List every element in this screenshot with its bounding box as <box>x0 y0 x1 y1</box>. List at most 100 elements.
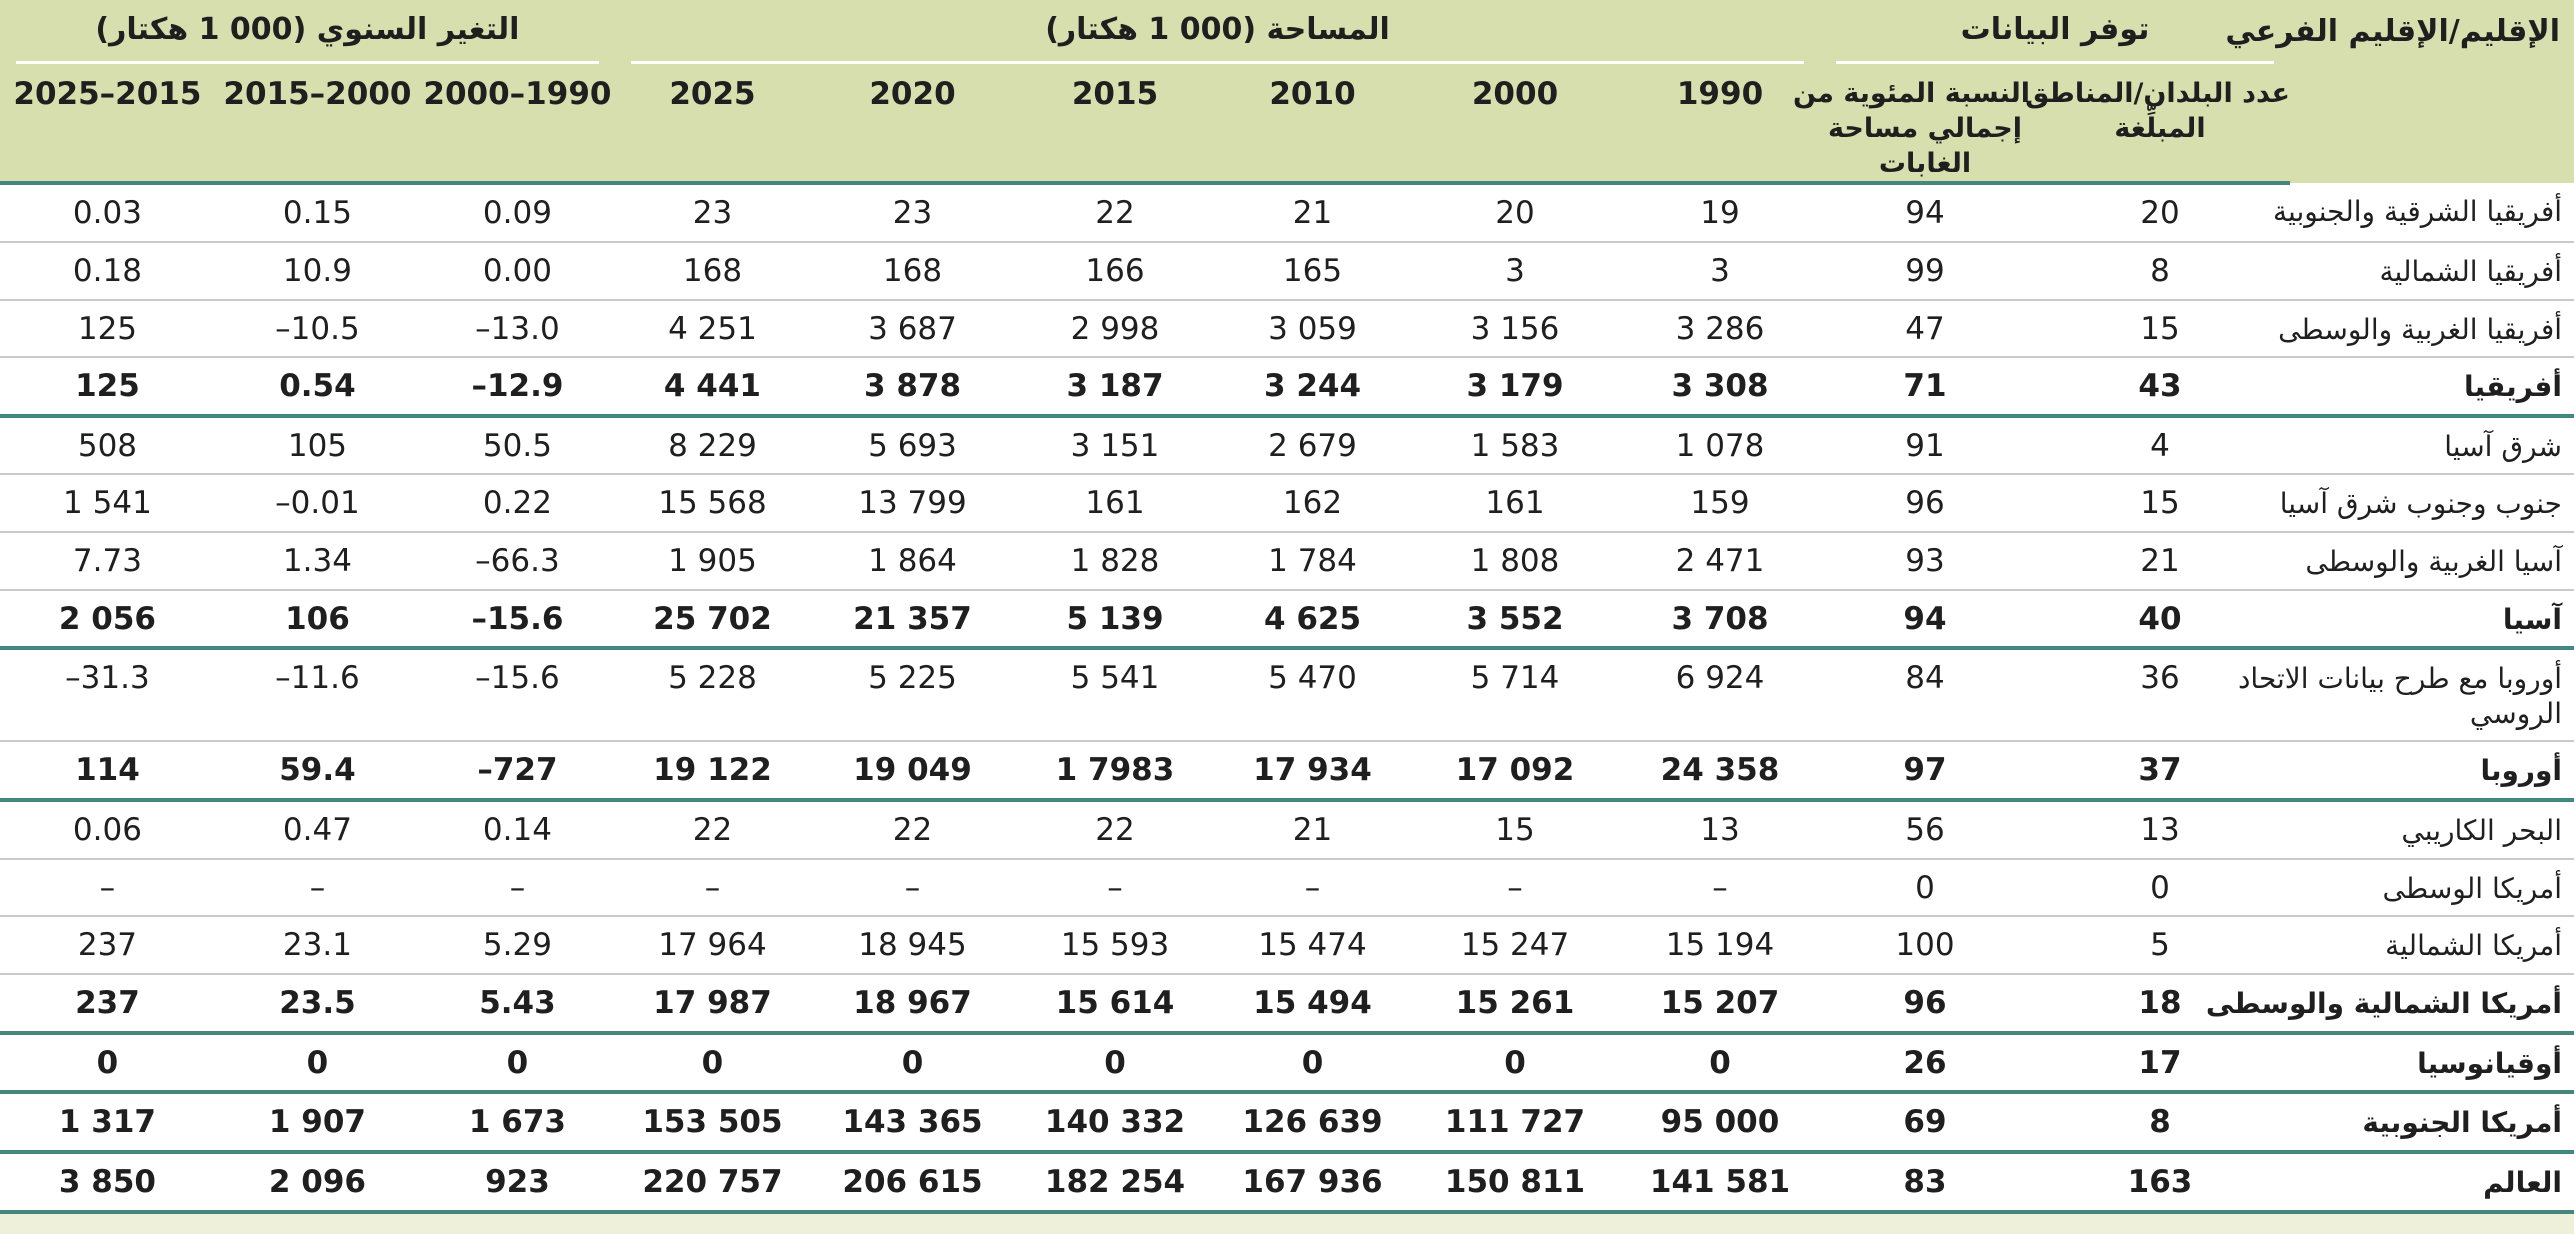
value-cell: 3 286 <box>1620 299 1820 359</box>
value-cell: 0.00 <box>419 241 615 301</box>
value-cell: 17 092 <box>1410 741 1620 803</box>
value-cell: 1 7983 <box>1015 741 1215 803</box>
table-row: جنوب وجنوب شرق آسيا 15 96 159 161 162 161 13 79… <box>0 474 2574 534</box>
value-cell: 1.34 <box>214 532 420 591</box>
value-cell: 3 708 <box>1620 589 1820 651</box>
value-cell: –31.3 <box>0 648 215 743</box>
value-cell: 93 <box>1820 532 2030 591</box>
value-cell: 20 <box>1410 183 1620 243</box>
total-row: آسيا 40 94 3 708 3 552 4 625 5 139 21 357 25 702… <box>0 589 2574 651</box>
value-cell: 125 <box>0 357 215 418</box>
value-cell: 23.1 <box>214 916 420 975</box>
value-cell: –0.01 <box>214 474 420 534</box>
value-cell: 3 179 <box>1410 357 1620 418</box>
value-cell: 2 056 <box>0 589 215 651</box>
value-cell: 18 <box>2030 973 2290 1035</box>
value-cell: – <box>1215 858 1410 918</box>
value-cell: 0.09 <box>419 183 615 243</box>
value-cell: 3 <box>1410 241 1620 301</box>
table-row: أوروبا مع طرح بيانات الاتحاد الروسي 36 84 6… <box>0 648 2574 743</box>
col-header-change-2025-2015: 2025–2015 <box>0 64 215 186</box>
total-row: العالم 163 83 141 581 150 811 167 936 182 254 2… <box>0 1151 2574 1214</box>
value-cell: 37 <box>2030 741 2290 803</box>
region-label: أمريكا الشمالية والوسطى <box>2206 973 2574 1035</box>
value-cell: – <box>1015 858 1215 918</box>
value-cell: 100 <box>1820 916 2030 975</box>
value-cell: 5 <box>2030 916 2290 975</box>
value-cell: 150 811 <box>1410 1151 1620 1214</box>
value-cell: 0.54 <box>214 357 420 418</box>
value-cell: –66.3 <box>419 532 615 591</box>
value-cell: 114 <box>0 741 215 803</box>
value-cell: – <box>614 858 810 918</box>
value-cell: 105 <box>214 415 420 476</box>
value-cell: 1 541 <box>0 474 215 534</box>
value-cell: 0 <box>1410 1032 1620 1095</box>
value-cell: 4 251 <box>614 299 810 359</box>
total-row: أوروبا 37 97 24 358 17 092 17 934 1 7983 19 049… <box>0 741 2574 803</box>
value-cell: 47 <box>1820 299 2030 359</box>
region-label: أفريقيا الشرقية والجنوبية <box>2273 183 2574 243</box>
value-cell: 206 615 <box>810 1151 1015 1214</box>
value-cell: 91 <box>1820 415 2030 476</box>
value-cell: 4 441 <box>614 357 810 418</box>
value-cell: 95 000 <box>1620 1092 1820 1154</box>
region-label: أفريقيا الشمالية <box>2290 241 2574 301</box>
value-cell: 5.43 <box>419 973 615 1035</box>
value-cell: 0.18 <box>0 241 215 301</box>
region-label: أفريقيا <box>2290 357 2574 418</box>
value-cell: 15 261 <box>1410 973 1620 1035</box>
value-cell: 159 <box>1620 474 1820 534</box>
value-cell: 22 <box>810 800 1015 860</box>
value-cell: 23.5 <box>214 973 420 1035</box>
value-cell: 22 <box>1015 800 1215 860</box>
value-cell: 5 225 <box>810 648 1015 743</box>
value-cell: 4 <box>2030 415 2290 476</box>
table-row: أفريقيا الشمالية 8 99 3 3 165 166 168 168 0.00 10.… <box>0 241 2574 301</box>
region-label: جنوب وجنوب شرق آسيا <box>2280 474 2574 534</box>
value-cell: 106 <box>214 589 420 651</box>
region-label: شرق آسيا <box>2290 415 2574 476</box>
value-cell: – <box>214 858 420 918</box>
value-cell: 26 <box>1820 1032 2030 1095</box>
value-cell: 19 <box>1620 183 1820 243</box>
value-cell: 0.47 <box>214 800 420 860</box>
value-cell: 3 850 <box>0 1151 215 1214</box>
region-label: أمريكا الجنوبية <box>2290 1092 2574 1154</box>
value-cell: 13 <box>1620 800 1820 860</box>
value-cell: 0.14 <box>419 800 615 860</box>
col-header-2000: 2000 <box>1410 64 1620 186</box>
value-cell: 1 828 <box>1015 532 1215 591</box>
value-cell: 2 096 <box>214 1151 420 1214</box>
value-cell: 71 <box>1820 357 2030 418</box>
value-cell: 0 <box>419 1032 615 1095</box>
value-cell: 50.5 <box>419 415 615 476</box>
value-cell: 0 <box>1620 1032 1820 1095</box>
value-cell: 69 <box>1820 1092 2030 1154</box>
value-cell: –13.0 <box>419 299 615 359</box>
value-cell: 3 687 <box>810 299 1015 359</box>
value-cell: 94 <box>1820 589 2030 651</box>
group-area: المساحة (⁦1 000⁩ هكتار) <box>615 0 1820 64</box>
value-cell: 13 <box>2030 800 2290 860</box>
group-header-row: الإقليم/الإقليم الفرعي توفر البيانات الم… <box>0 0 2574 64</box>
value-cell: 17 934 <box>1215 741 1410 803</box>
value-cell: 162 <box>1215 474 1410 534</box>
value-cell: 17 964 <box>614 916 810 975</box>
region-label: آسيا الغربية والوسطى <box>2290 532 2574 591</box>
value-cell: –15.6 <box>419 648 615 743</box>
value-cell: 143 365 <box>810 1092 1015 1154</box>
value-cell: 24 358 <box>1620 741 1820 803</box>
value-cell: 0 <box>1015 1032 1215 1095</box>
table-row: آسيا الغربية والوسطى 21 93 2 471 1 808 1 784 1… <box>0 532 2574 591</box>
value-cell: 23 <box>810 183 1015 243</box>
value-cell: 2 679 <box>1215 415 1410 476</box>
region-label: العالم <box>2290 1151 2574 1214</box>
value-cell: 166 <box>1015 241 1215 301</box>
value-cell: 140 332 <box>1015 1092 1215 1154</box>
column-header-row: عدد البلدان/المناطق المبلِّغة النسبة الم… <box>0 64 2574 186</box>
value-cell: 22 <box>1015 183 1215 243</box>
col-header-2025: 2025 <box>614 64 810 186</box>
group-annual-change-label: التغير السنوي (⁦1 000⁩ هكتار) <box>15 0 599 64</box>
